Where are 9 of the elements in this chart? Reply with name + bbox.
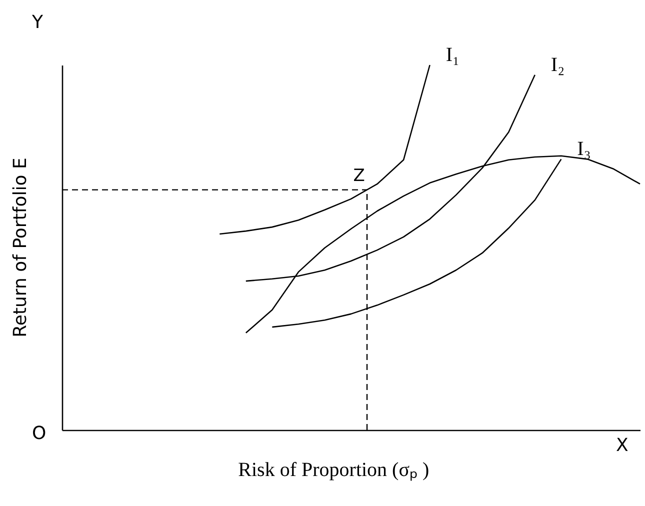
y-axis-title: Return of Portfolio E [10, 158, 31, 338]
text: Y [31, 12, 44, 33]
series-label: I₁ [446, 44, 460, 66]
series-label: I₂ [550, 54, 565, 76]
series-label: I₃ [577, 138, 591, 160]
x-axis-title: Risk of Proportion (σₚ ) [238, 459, 430, 481]
annotation: Z [353, 166, 365, 186]
text: X [616, 435, 628, 456]
text: O [32, 423, 46, 444]
